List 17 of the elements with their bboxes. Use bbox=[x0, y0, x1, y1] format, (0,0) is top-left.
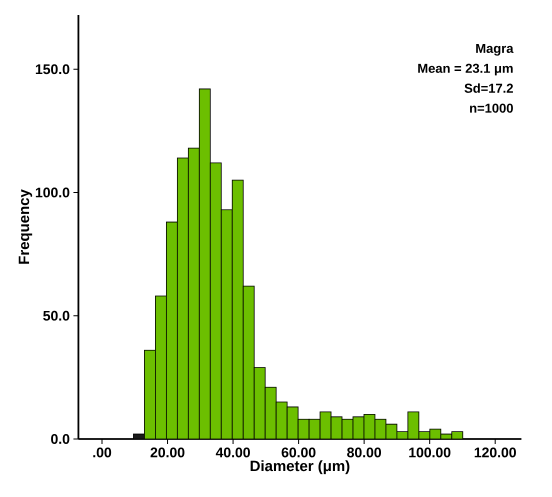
y-tick-label: 100.0 bbox=[36, 188, 70, 198]
x-tick-label: 120.00 bbox=[474, 447, 516, 458]
annotation: n=1000 bbox=[470, 104, 513, 113]
x-tick-label: 60.00 bbox=[282, 447, 316, 458]
x-tick-label: 40.00 bbox=[216, 447, 250, 458]
annotation: Sd=17.2 bbox=[464, 83, 513, 93]
x-tick-label: .00 bbox=[93, 447, 112, 458]
x-tick-label: 80.00 bbox=[347, 447, 382, 458]
x-tick-label: 100.00 bbox=[409, 447, 450, 458]
x-axis-title: Diameter (μm) bbox=[250, 460, 350, 474]
annotation: Mean = 23.1 μm bbox=[418, 64, 513, 76]
y-axis-title: Frequency bbox=[18, 189, 32, 264]
y-tick-label: 0.0 bbox=[51, 434, 70, 444]
y-tick-label: 150.0 bbox=[36, 64, 70, 74]
y-tick-label: 50.0 bbox=[43, 310, 70, 321]
annotation: Magra bbox=[476, 44, 514, 56]
x-tick-label: 20.00 bbox=[150, 447, 184, 458]
